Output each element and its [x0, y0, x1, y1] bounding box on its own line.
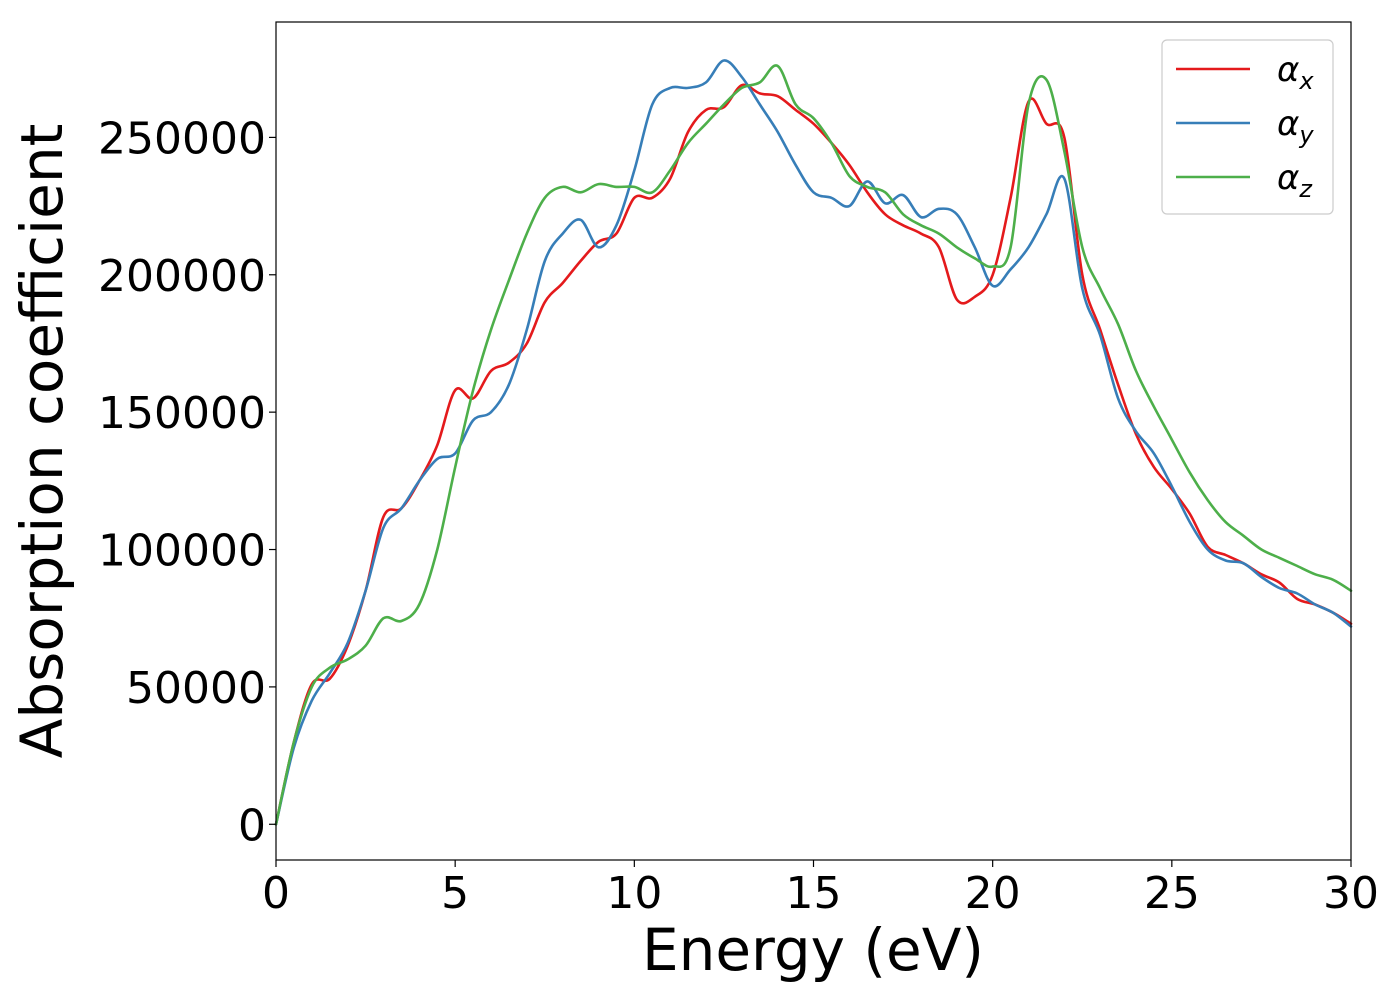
legend-label-alpha-y: αy: [1277, 104, 1314, 149]
x-tick-label: 10: [606, 868, 662, 919]
x-tick-label: 15: [786, 868, 842, 919]
legend-symbol: α: [1277, 50, 1299, 90]
legend-subscript: y: [1298, 121, 1314, 149]
legend-subscript: z: [1298, 175, 1313, 203]
y-axis-ticks: 0 50000 100000 150000 200000 250000: [98, 113, 276, 851]
x-tick-label: 0: [262, 868, 290, 919]
y-tick-label: 200000: [98, 251, 266, 302]
legend-symbol: α: [1277, 158, 1299, 198]
plot-layer: [274, 59, 1353, 826]
x-axis-label: Energy (eV): [642, 916, 984, 984]
legend-frame: [1161, 39, 1334, 215]
x-axis-ticks: 0 5 10 15 20 25 30: [262, 860, 1379, 919]
x-tick-label: 30: [1323, 868, 1379, 919]
series-line-alpha-z: [274, 64, 1353, 826]
legend-symbol: α: [1277, 104, 1299, 144]
y-axis-label: Absorption coefficient: [8, 124, 76, 759]
legend-label-alpha-x: αx: [1277, 50, 1314, 95]
y-tick-label: 100000: [98, 526, 266, 577]
x-tick-label: 20: [965, 868, 1021, 919]
legend-label-alpha-z: αz: [1277, 158, 1313, 203]
y-tick-label: 50000: [126, 663, 266, 714]
y-tick-label: 150000: [98, 388, 266, 439]
y-tick-label: 0: [238, 800, 266, 851]
x-tick-label: 5: [441, 868, 469, 919]
x-tick-label: 25: [1144, 868, 1200, 919]
series-line-alpha-x: [274, 83, 1353, 826]
y-tick-label: 250000: [98, 113, 266, 164]
legend-subscript: x: [1298, 67, 1314, 95]
series-line-alpha-y: [274, 59, 1353, 826]
